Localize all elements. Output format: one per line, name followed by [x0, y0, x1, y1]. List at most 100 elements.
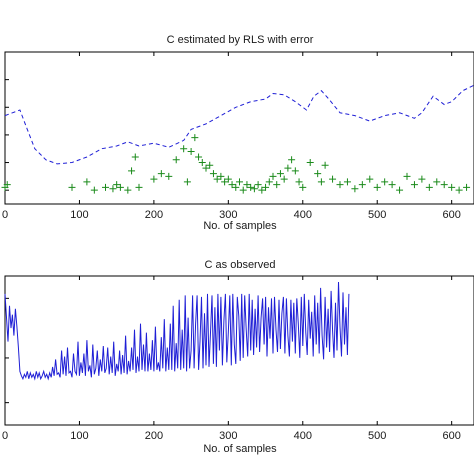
data-point-plus	[403, 172, 411, 180]
x-axis-label: No. of samples	[203, 220, 277, 232]
data-point-plus	[191, 134, 199, 142]
data-point-plus	[68, 183, 76, 191]
data-point-plus	[202, 164, 210, 172]
data-point-plus	[418, 175, 426, 183]
data-point-plus	[243, 181, 251, 189]
data-point-plus	[247, 183, 255, 191]
data-point-plus	[463, 183, 471, 191]
data-point-plus	[228, 181, 236, 189]
data-point-plus	[206, 161, 214, 169]
data-point-plus	[90, 186, 98, 194]
x-tick-label: 400	[294, 430, 312, 442]
chart-title: C estimated by RLS with error	[167, 34, 314, 46]
x-axis-label: No. of samples	[203, 443, 277, 455]
data-point-plus	[250, 185, 258, 193]
data-point-plus	[358, 181, 366, 189]
data-point-plus	[135, 183, 143, 191]
plot-frame	[4, 275, 474, 426]
chart-title: C as observed	[205, 259, 276, 271]
y-axis	[5, 79, 9, 191]
data-point-plus	[258, 186, 266, 194]
x-tick-label: 300	[219, 430, 237, 442]
data-point-plus	[381, 178, 389, 186]
data-point-plus	[224, 175, 232, 183]
data-point-plus	[295, 178, 303, 186]
data-point-plus	[433, 178, 441, 186]
data-point-plus	[329, 175, 337, 183]
series-line	[4, 281, 350, 381]
data-point-plus	[116, 183, 124, 191]
x-axis: 0 100 200 300 400 500 600	[2, 52, 461, 221]
data-point-plus	[236, 178, 243, 186]
data-point-plus	[276, 170, 284, 178]
data-point-plus	[113, 181, 121, 189]
data-point-plus	[195, 153, 203, 161]
x-axis: 0 100 200 300 400 500 600	[2, 276, 461, 442]
data-point-plus	[351, 185, 359, 193]
series-group	[1, 84, 474, 194]
x-tick-label: 0	[2, 209, 8, 221]
x-tick-label: 500	[368, 430, 386, 442]
data-point-plus	[336, 181, 344, 189]
data-point-plus	[131, 153, 139, 161]
data-point-plus	[373, 183, 381, 191]
data-point-plus	[291, 167, 299, 175]
data-point-plus	[343, 178, 351, 186]
x-tick-label: 300	[219, 209, 237, 221]
data-point-plus	[317, 178, 325, 186]
data-point-plus	[187, 147, 195, 155]
x-tick-label: 600	[442, 430, 460, 442]
data-point-plus	[150, 175, 158, 183]
data-point-plus	[217, 172, 225, 180]
data-point-plus	[254, 181, 262, 189]
data-point-plus	[455, 186, 463, 194]
data-point-plus	[321, 161, 329, 169]
x-tick-label: 200	[145, 209, 163, 221]
data-point-plus	[83, 178, 91, 186]
data-point-plus	[3, 181, 11, 189]
data-point-plus	[109, 185, 117, 193]
x-tick-label: 600	[442, 209, 460, 221]
data-point-plus	[209, 170, 217, 178]
data-point-plus	[280, 175, 288, 183]
data-point-plus	[239, 186, 247, 194]
plot-frame	[4, 51, 474, 205]
data-point-plus	[157, 170, 165, 178]
series-group	[4, 281, 350, 381]
data-point-plus	[440, 181, 448, 189]
data-point-plus	[314, 170, 322, 178]
data-point-plus	[273, 181, 281, 189]
x-tick-label: 100	[70, 209, 88, 221]
data-point-plus	[265, 178, 273, 186]
y-axis	[5, 297, 9, 404]
x-tick-label: 500	[368, 209, 386, 221]
data-point-plus	[288, 156, 296, 164]
data-point-plus	[306, 159, 314, 167]
chart-observed: C as observed 0 100 200 300 400 500 600 No. of…	[2, 259, 474, 455]
x-tick-label: 0	[2, 430, 8, 442]
data-point-plus	[262, 183, 270, 191]
data-point-plus	[299, 183, 307, 191]
data-point-plus	[198, 159, 206, 167]
data-point-plus	[388, 181, 396, 189]
data-point-plus	[165, 172, 173, 180]
x-tick-label: 200	[145, 430, 163, 442]
data-point-plus	[284, 164, 292, 172]
data-point-plus	[128, 167, 136, 175]
x-tick-label: 400	[294, 209, 312, 221]
data-point-plus	[180, 145, 188, 153]
x-tick-label: 100	[70, 430, 88, 442]
data-point-plus	[410, 181, 418, 189]
data-point-plus	[396, 186, 404, 194]
data-point-plus	[448, 183, 456, 191]
data-point-plus	[183, 178, 191, 186]
data-point-plus	[269, 172, 277, 180]
data-point-plus	[232, 183, 240, 191]
series-line-dashed	[4, 84, 474, 165]
chart-rls-estimate: C estimated by RLS with error 0 100 200 300…	[1, 34, 474, 232]
data-point-plus	[366, 175, 374, 183]
data-point-plus	[102, 183, 109, 191]
data-point-plus	[124, 186, 132, 194]
data-point-plus	[172, 156, 180, 164]
